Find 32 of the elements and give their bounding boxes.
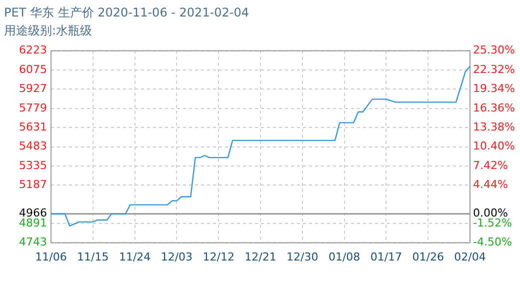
x-tick-label: 01/17 [370, 250, 402, 264]
y-tick-label: 4743 [19, 236, 47, 249]
x-tick-label: 12/30 [286, 250, 318, 264]
chart-subtitle: 用途级别:水瓶级 [4, 24, 92, 38]
x-tick-label: 02/04 [454, 250, 486, 264]
y2-tick-label: 10.40% [473, 140, 515, 153]
y-tick-label: 6223 [19, 44, 47, 57]
x-tick-label: 01/08 [328, 250, 360, 264]
y2-tick-label: 22.32% [473, 62, 515, 76]
chart-title: PET 华东 生产价 2020-11-06 - 2021-02-04 [4, 5, 250, 20]
x-tick-label: 11/15 [77, 250, 109, 264]
y2-tick-label: -1.52% [473, 216, 512, 230]
x-tick-label: 12/12 [202, 250, 234, 264]
y-tick-label: 5779 [19, 101, 47, 114]
y-tick-label: 5927 [19, 82, 47, 96]
y-tick-label: 5187 [19, 178, 47, 192]
x-tick-label: 12/03 [160, 250, 193, 264]
y-tick-label: 5631 [19, 120, 47, 134]
y2-tick-label: -4.50% [473, 236, 512, 249]
y2-tick-label: 13.38% [473, 120, 515, 134]
y2-tick-label: 19.34% [473, 82, 515, 96]
x-tick-label: 01/26 [412, 250, 444, 264]
x-tick-label: 11/24 [118, 250, 151, 264]
y2-tick-label: 16.36% [473, 101, 515, 114]
y-tick-label: 6075 [19, 62, 47, 76]
x-tick-label: 12/21 [244, 250, 276, 264]
y2-tick-label: 7.42% [473, 158, 508, 172]
y2-tick-label: 25.30% [473, 44, 515, 57]
x-tick-label: 11/06 [35, 250, 67, 264]
y2-tick-label: 4.44% [473, 178, 508, 192]
y-tick-label: 5335 [19, 158, 47, 172]
y-tick-label: 5483 [19, 140, 47, 153]
